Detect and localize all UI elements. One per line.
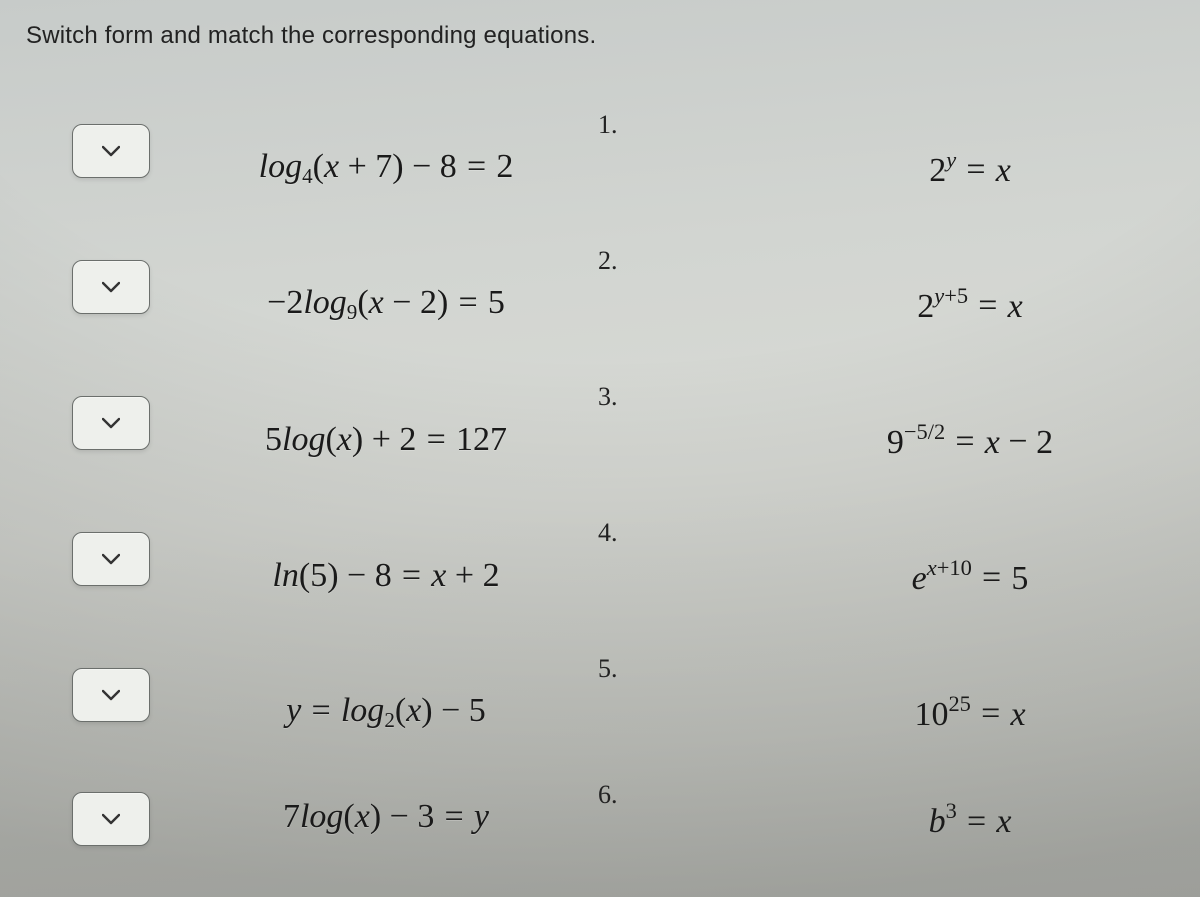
answer-dropdown[interactable] xyxy=(72,532,150,586)
right-equation: 1025=x xyxy=(800,644,1140,780)
right-equation: ex+10=5 xyxy=(800,508,1140,644)
left-equation: 7log(x)−3=y xyxy=(176,780,596,860)
left-equation: log4(x+7)−8=2 xyxy=(176,100,596,236)
left-equation: ln(5)−8=x+2 xyxy=(176,508,596,644)
answer-dropdown[interactable] xyxy=(72,124,150,178)
item-number: 2. xyxy=(598,246,618,276)
match-row: y=log2(x)−5 5. 1025=x xyxy=(0,644,1200,780)
right-equation: 9−5/2=x−2 xyxy=(800,372,1140,508)
right-equation: b3=x xyxy=(800,780,1140,860)
item-number: 5. xyxy=(598,654,618,684)
answer-dropdown[interactable] xyxy=(72,668,150,722)
right-equation: 2y+5=x xyxy=(800,236,1140,372)
left-equation: −2log9(x−2)=5 xyxy=(176,236,596,372)
match-rows-container: log4(x+7)−8=2 1. 2y=x −2log9(x−2)=5 2. 2… xyxy=(0,100,1200,860)
left-equation: y=log2(x)−5 xyxy=(176,644,596,780)
match-row: 5log(x)+2=127 3. 9−5/2=x−2 xyxy=(0,372,1200,508)
chevron-down-icon xyxy=(102,417,120,429)
chevron-down-icon xyxy=(102,813,120,825)
item-number: 3. xyxy=(598,382,618,412)
match-row: ln(5)−8=x+2 4. ex+10=5 xyxy=(0,508,1200,644)
chevron-down-icon xyxy=(102,553,120,565)
right-equation: 2y=x xyxy=(800,100,1140,236)
item-number: 4. xyxy=(598,518,618,548)
chevron-down-icon xyxy=(102,281,120,293)
chevron-down-icon xyxy=(102,145,120,157)
instruction-text: Switch form and match the corresponding … xyxy=(26,22,596,50)
left-equation: 5log(x)+2=127 xyxy=(176,372,596,508)
match-row: −2log9(x−2)=5 2. 2y+5=x xyxy=(0,236,1200,372)
item-number: 6. xyxy=(598,780,618,810)
answer-dropdown[interactable] xyxy=(72,260,150,314)
chevron-down-icon xyxy=(102,689,120,701)
match-row: 7log(x)−3=y 6. b3=x xyxy=(0,780,1200,860)
answer-dropdown[interactable] xyxy=(72,396,150,450)
item-number: 1. xyxy=(598,110,618,140)
answer-dropdown[interactable] xyxy=(72,792,150,846)
match-row: log4(x+7)−8=2 1. 2y=x xyxy=(0,100,1200,236)
